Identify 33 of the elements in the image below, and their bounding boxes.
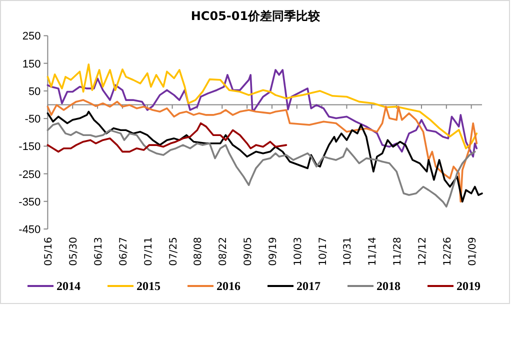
legend-label: 2019 xyxy=(456,279,480,293)
chart-title: HC05-01价差同季比较 xyxy=(190,9,322,23)
legend-label: 2018 xyxy=(376,279,400,293)
x-tick-label: 09/19 xyxy=(268,237,279,266)
x-tick-label: 05/30 xyxy=(68,237,80,266)
y-tick-label: 250 xyxy=(22,30,41,43)
x-tick-label: 10/17 xyxy=(318,237,329,266)
x-tick-label: 08/08 xyxy=(193,237,204,266)
y-tick-label: -150 xyxy=(18,141,41,154)
x-tick-label: 06/27 xyxy=(118,237,130,266)
x-tick-label: 09/05 xyxy=(243,237,254,266)
legend-label: 2015 xyxy=(136,279,160,293)
legend-label: 2016 xyxy=(216,279,240,293)
y-tick-label: -50 xyxy=(24,114,41,126)
y-tick-label: -450 xyxy=(18,224,41,236)
x-tick-label: 08/22 xyxy=(218,237,230,266)
y-tick-label: 50 xyxy=(28,86,41,98)
x-tick-label: 11/14 xyxy=(368,237,379,266)
x-tick-label: 05/16 xyxy=(44,237,55,266)
y-tick-label: -250 xyxy=(18,168,41,181)
legend-label: 2014 xyxy=(56,279,80,293)
x-tick-label: 12/12 xyxy=(417,237,428,266)
x-tick-label: 10/31 xyxy=(342,237,354,266)
legend-label: 2017 xyxy=(296,279,320,293)
x-tick-label: 01/09 xyxy=(467,237,478,266)
x-tick-label: 12/26 xyxy=(442,237,454,266)
x-tick-label: 06/13 xyxy=(94,237,105,266)
x-tick-label: 10/03 xyxy=(292,237,304,266)
y-tick-label: -350 xyxy=(18,196,41,208)
x-tick-label: 07/25 xyxy=(168,237,180,266)
x-tick-label: 07/11 xyxy=(143,237,154,266)
x-tick-label: 11/28 xyxy=(392,237,404,266)
y-tick-label: 150 xyxy=(22,58,41,70)
